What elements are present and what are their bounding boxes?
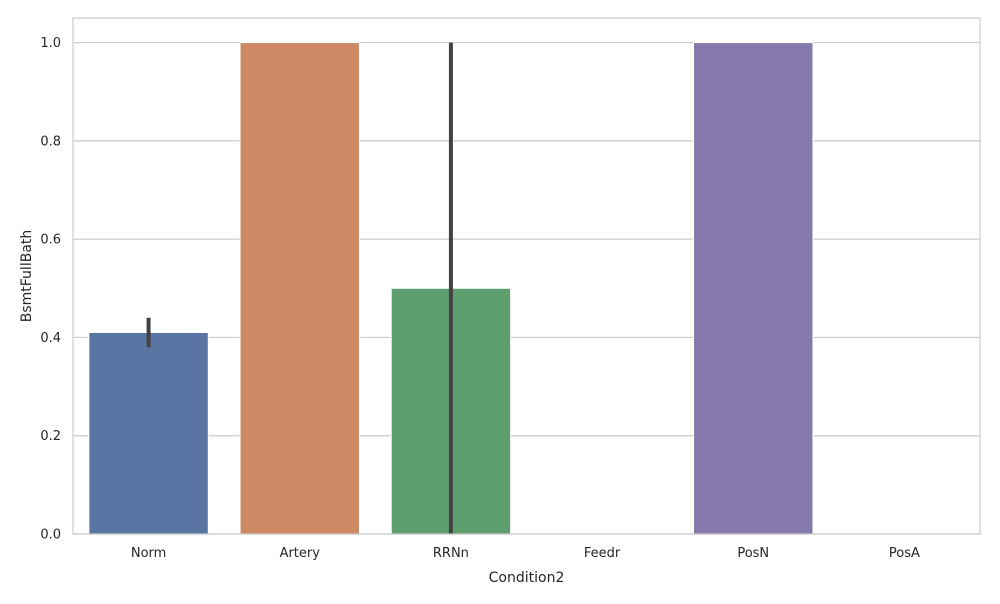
bar-artery bbox=[239, 42, 360, 535]
plot-frame bbox=[72, 17, 981, 535]
errorbar-layer bbox=[146, 42, 453, 534]
grid-layer bbox=[73, 41, 980, 535]
x-tick-labels: Norm Artery RRNn Feedr PosN PosA bbox=[131, 546, 920, 561]
x-tick-label: Feedr bbox=[584, 546, 621, 561]
y-tick-label: 0.0 bbox=[40, 528, 61, 543]
x-axis-label: Condition2 bbox=[489, 570, 565, 586]
x-tick-label: PosA bbox=[889, 546, 920, 561]
x-tick-label: PosN bbox=[737, 546, 769, 561]
y-tick-label: 0.2 bbox=[40, 429, 61, 444]
x-tick-label: Norm bbox=[131, 546, 166, 561]
y-tick-label: 0.4 bbox=[40, 331, 61, 346]
x-tick-label: RRNn bbox=[433, 546, 469, 561]
y-tick-label: 1.0 bbox=[40, 36, 61, 51]
x-tick-label: Artery bbox=[280, 546, 321, 561]
y-axis-label: BsmtFullBath bbox=[19, 230, 35, 323]
y-tick-label: 0.6 bbox=[40, 233, 61, 248]
y-tick-labels: 0.0 0.2 0.4 0.6 0.8 1.0 bbox=[40, 36, 61, 542]
y-tick-label: 0.8 bbox=[40, 134, 61, 149]
bar-posn bbox=[693, 42, 814, 535]
bar-norm bbox=[88, 332, 209, 535]
